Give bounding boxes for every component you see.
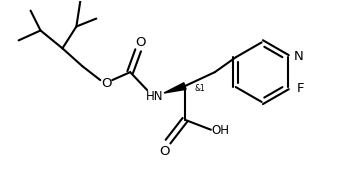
- Text: O: O: [159, 145, 169, 158]
- Text: O: O: [135, 36, 145, 49]
- Text: OH: OH: [212, 124, 230, 137]
- Text: HN: HN: [146, 90, 164, 103]
- Text: O: O: [101, 77, 111, 90]
- Text: N: N: [293, 50, 303, 63]
- Text: &1: &1: [195, 84, 206, 93]
- Text: F: F: [297, 81, 304, 94]
- Polygon shape: [164, 83, 186, 93]
